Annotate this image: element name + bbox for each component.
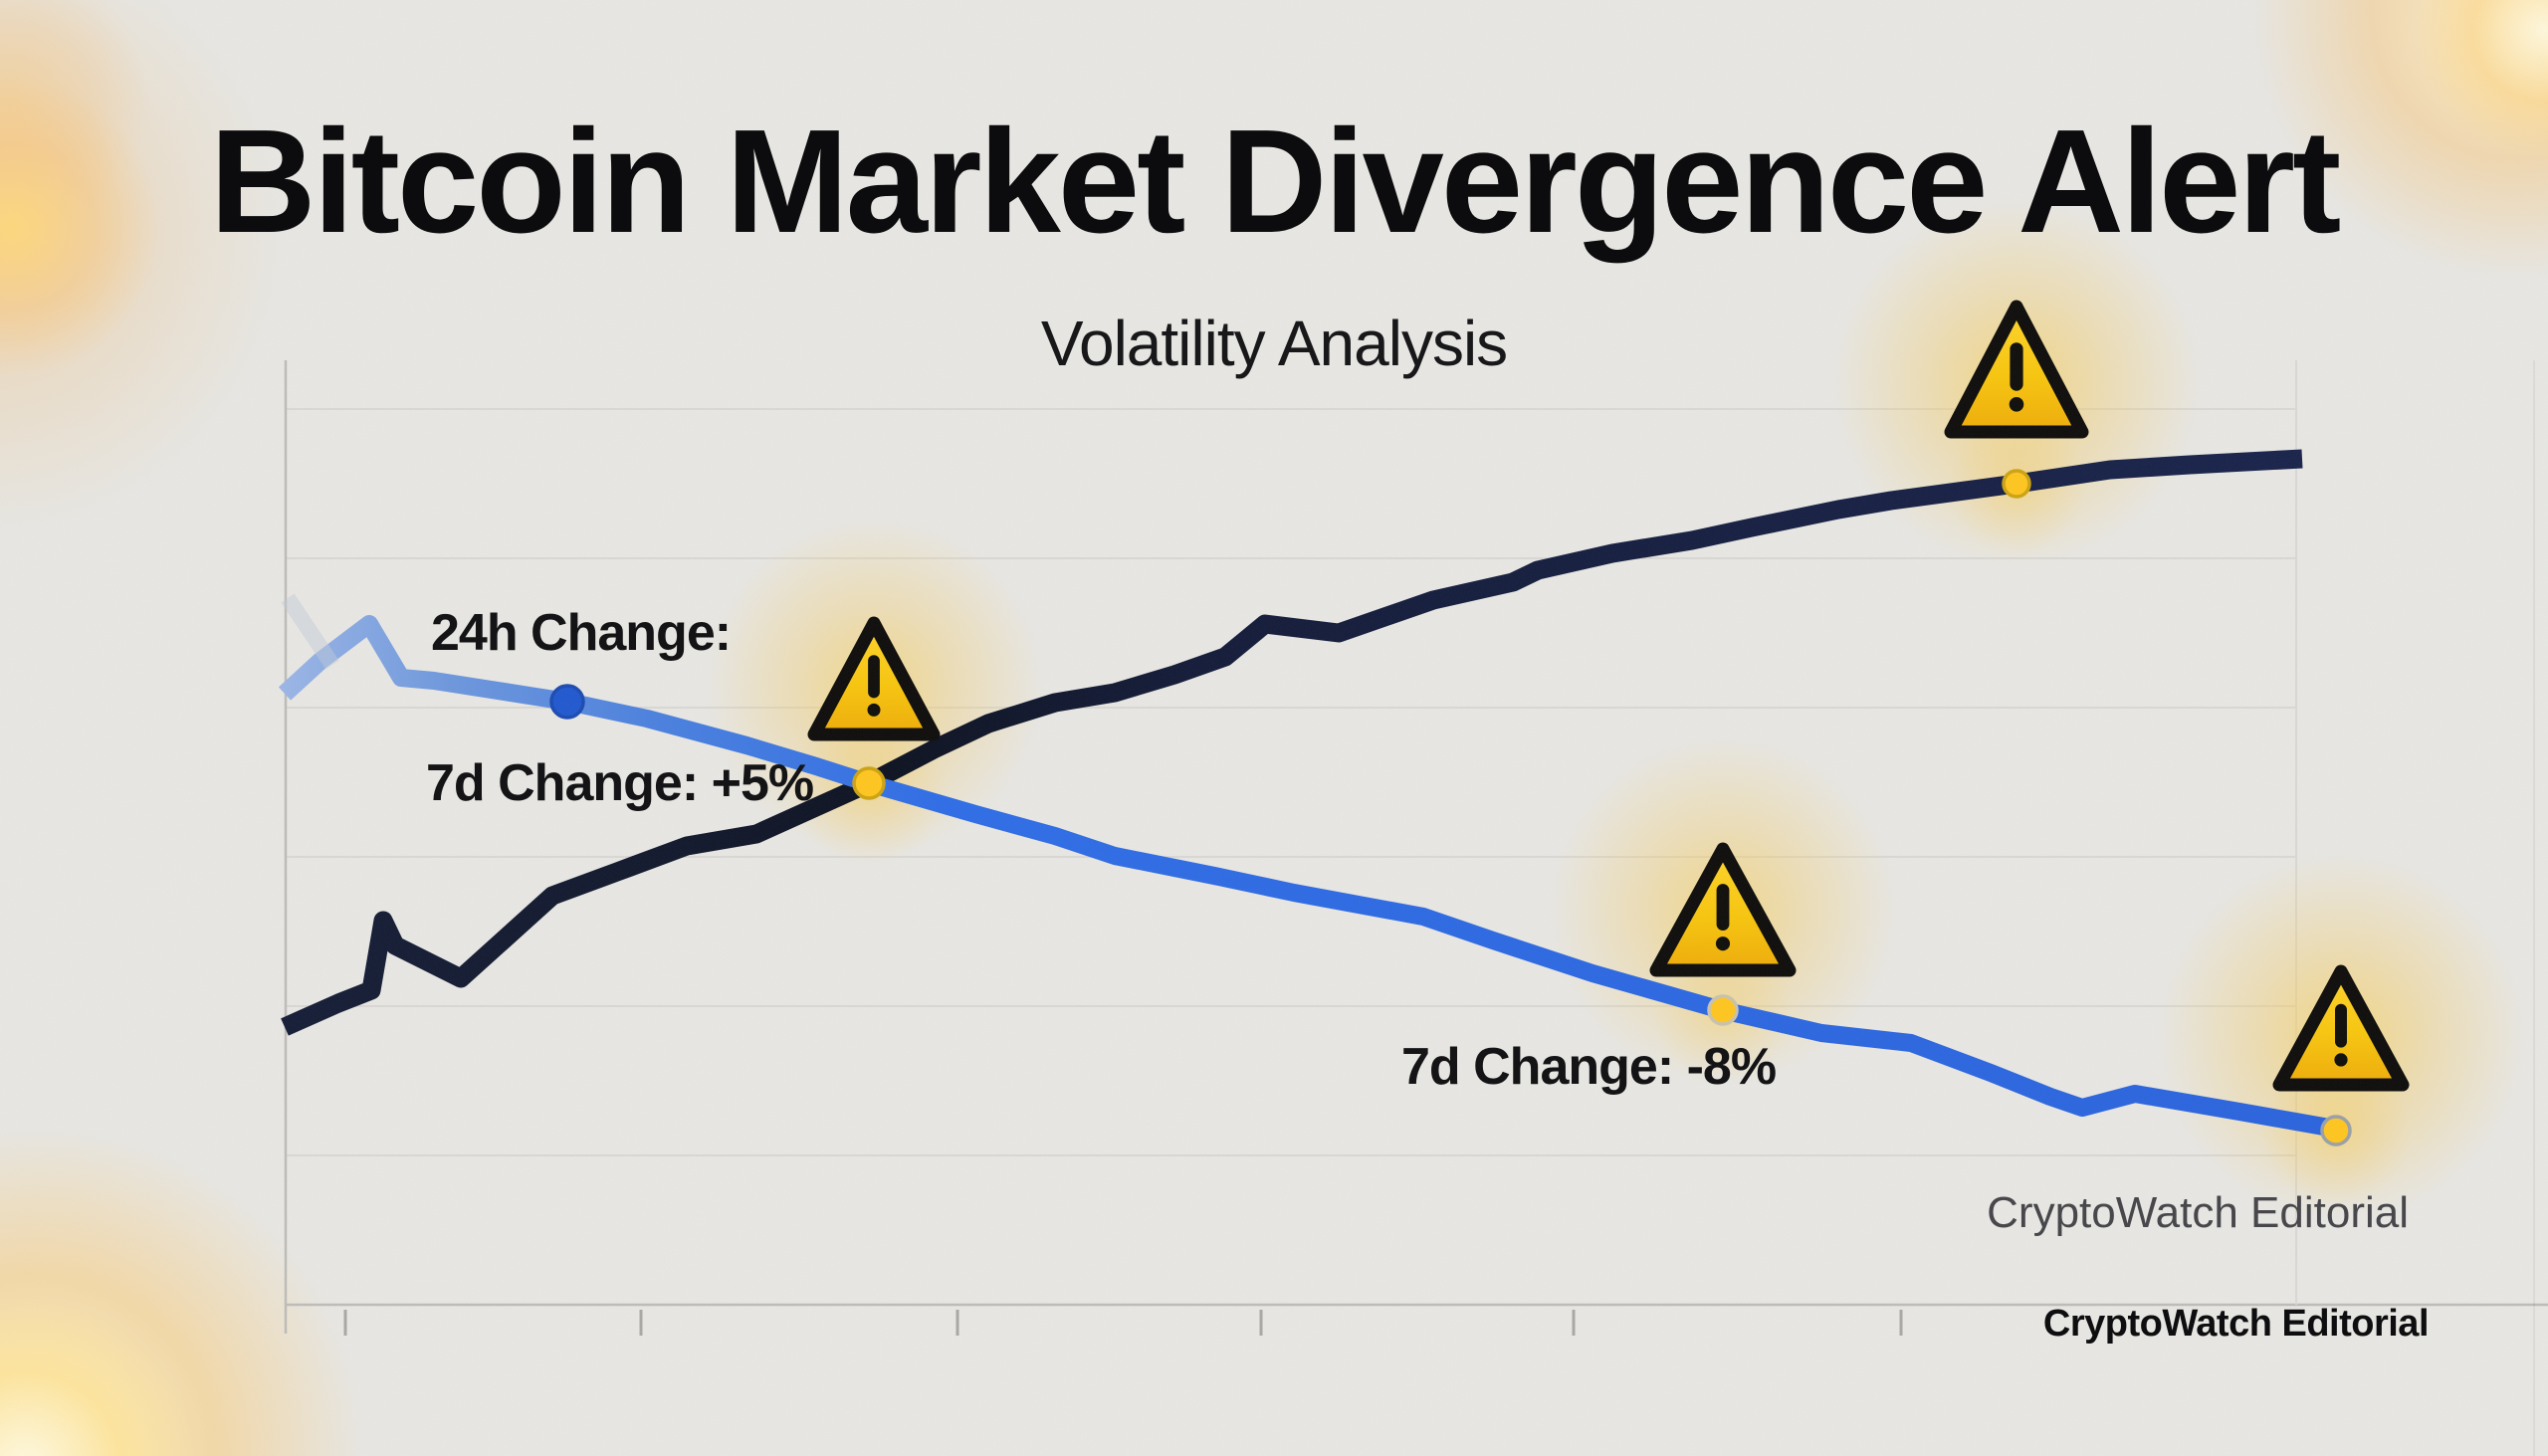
data-dot-gold-line-end — [2320, 1115, 2352, 1146]
data-dot-gold-dark-line — [2002, 469, 2031, 499]
page-title: Bitcoin Market Divergence Alert — [209, 100, 2342, 264]
exclamation-dot — [867, 703, 881, 717]
exclamation-dot — [2009, 396, 2024, 412]
data-dot-blue — [549, 684, 585, 720]
exclamation-dot — [2334, 1053, 2348, 1067]
label-7d-change-plus: 7d Change: +5% — [426, 754, 814, 812]
watermark-editorial-gray: CryptoWatch Editorial — [1987, 1188, 2409, 1237]
label-24h-change: 24h Change: — [431, 604, 732, 662]
data-dot-gold-decline — [1707, 994, 1739, 1026]
watermark-editorial-black: CryptoWatch Editorial — [2042, 1303, 2430, 1345]
page-subtitle: Volatility Analysis — [1040, 308, 1508, 379]
exclamation-dot — [1715, 936, 1731, 951]
series-line-ghost-fade-segment — [281, 593, 339, 670]
data-dot-gold-crossover — [852, 766, 886, 800]
label-7d-change-minus: 7d Change: -8% — [1401, 1038, 1777, 1096]
